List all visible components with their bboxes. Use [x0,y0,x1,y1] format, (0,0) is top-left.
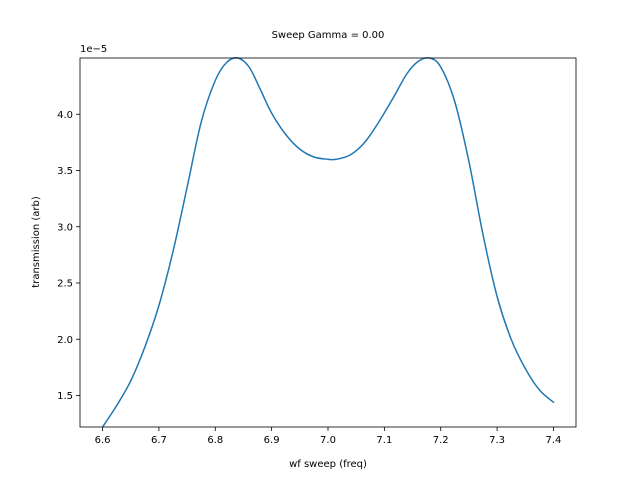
x-tick-label: 7.2 [433,435,449,446]
x-tick-label: 7.1 [376,435,392,446]
y-tick-label: 3.5 [57,166,73,177]
y-tick-label: 2.0 [57,335,73,346]
y-axis-label: transmission (arb) [31,196,42,288]
x-tick-label: 6.8 [207,435,223,446]
x-axis-label: wf sweep (freq) [289,459,367,470]
x-tick-label: 7.0 [320,435,336,446]
y-tick-label: 4.0 [57,110,73,121]
plot-frame [79,57,577,428]
x-tick-label: 7.4 [546,435,562,446]
y-tick-label: 1.5 [57,391,73,402]
x-tick-label: 6.6 [95,435,111,446]
x-tick-label: 6.7 [151,435,167,446]
y-tick-label: 3.0 [57,222,73,233]
y-axis-offset-label: 1e−5 [80,44,107,55]
x-tick-label: 7.3 [489,435,505,446]
chart-title: Sweep Gamma = 0.00 [272,30,385,41]
x-tick-label: 6.9 [264,435,280,446]
x-axis-ticks: 6.6 6.7 6.8 6.9 7.0 7.1 7.2 7.3 7.4 [95,427,562,446]
series-line [101,57,555,428]
y-axis-ticks: 1.5 2.0 2.5 3.0 3.5 4.0 [57,110,80,402]
y-tick-label: 2.5 [57,279,73,290]
